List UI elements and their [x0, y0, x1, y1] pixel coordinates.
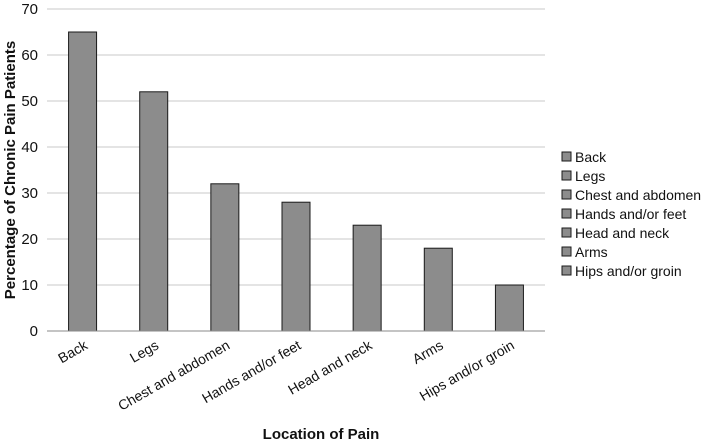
y-tick-label: 60: [21, 47, 38, 64]
bar-legs: [139, 91, 169, 332]
bar-head-and-neck: [352, 224, 382, 332]
x-category-label: Arms: [409, 337, 445, 367]
legend-swatch: [561, 208, 572, 219]
bars: [68, 31, 524, 332]
y-tick-label: 10: [21, 277, 38, 294]
y-axis-title: Percentage of Chronic Pain Patients: [2, 41, 19, 299]
bar-back: [68, 31, 98, 332]
legend-label: Back: [575, 149, 607, 165]
x-category-label: Back: [55, 336, 91, 366]
gridlines: [47, 8, 545, 286]
legend-label: Head and neck: [575, 225, 670, 241]
y-tick-label: 50: [21, 93, 38, 110]
y-tick-label: 70: [21, 1, 38, 18]
y-tick-label: 20: [21, 231, 38, 248]
legend-swatch: [561, 170, 572, 181]
bar-arms: [423, 247, 453, 332]
x-category-label: Legs: [127, 337, 161, 366]
legend-label: Legs: [575, 168, 605, 184]
legend: Back Legs Chest and abdomen Hands and/or fe…: [561, 149, 701, 279]
legend-label: Chest and abdomen: [575, 187, 701, 203]
bar-hips-and-or-groin: [494, 284, 524, 332]
legend-swatch: [561, 246, 572, 257]
y-tick-label: 0: [30, 323, 38, 340]
y-axis-ticks: 0 10 20 30 40 50 60 70: [21, 1, 38, 340]
legend-swatch: [561, 151, 572, 162]
bar-hands-and-or-feet: [281, 201, 311, 332]
legend-label: Hands and/or feet: [575, 206, 686, 222]
bar-chest-and-abdomen: [210, 183, 240, 332]
y-tick-label: 30: [21, 185, 38, 202]
legend-label: Hips and/or groin: [575, 263, 682, 279]
x-axis-title: Location of Pain: [263, 426, 380, 443]
legend-swatch: [561, 189, 572, 200]
legend-swatch: [561, 265, 572, 276]
y-tick-label: 40: [21, 139, 38, 156]
legend-label: Arms: [575, 244, 608, 260]
legend-swatch: [561, 227, 572, 238]
